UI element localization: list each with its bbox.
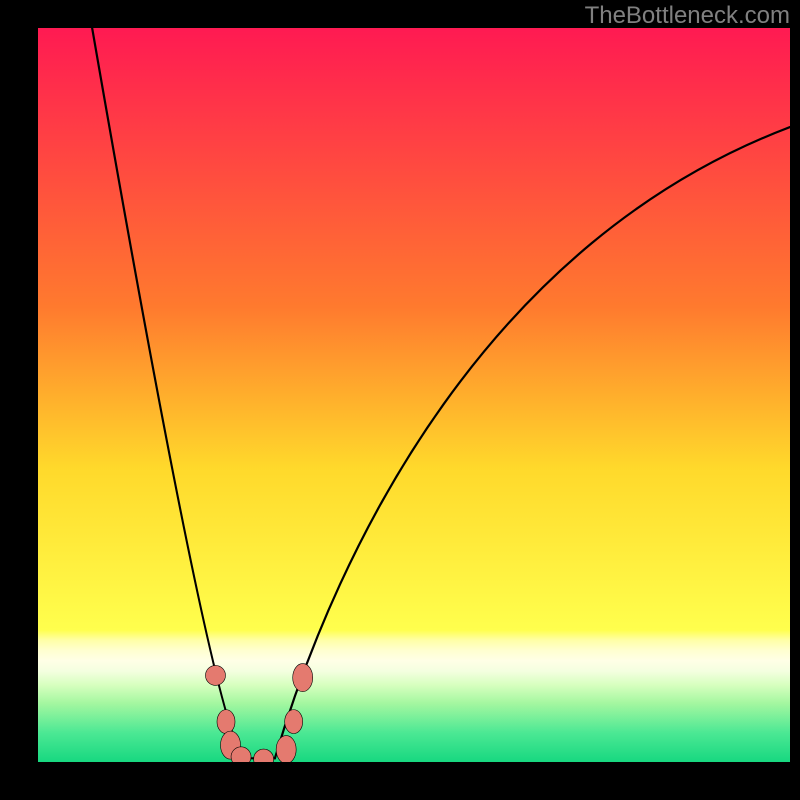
data-marker [205, 665, 225, 685]
attribution-watermark: TheBottleneck.com [585, 2, 790, 30]
plot-area [38, 28, 790, 762]
data-marker [293, 664, 313, 692]
data-marker [217, 710, 235, 734]
data-marker [285, 710, 303, 734]
gradient-background [38, 28, 790, 762]
data-marker [276, 736, 296, 762]
